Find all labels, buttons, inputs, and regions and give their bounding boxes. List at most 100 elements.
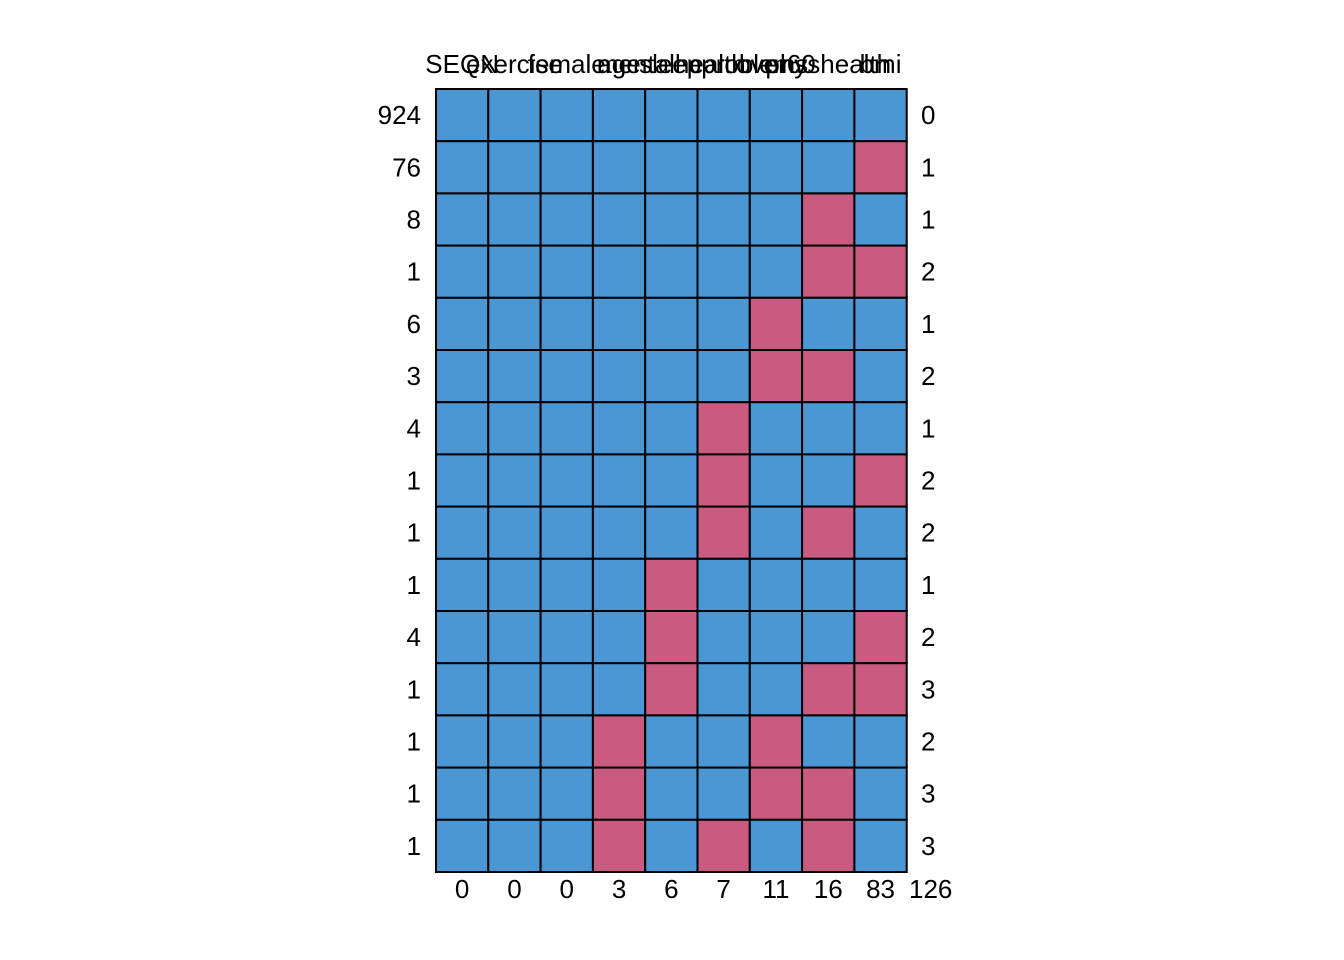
- pattern-cell: [801, 244, 856, 299]
- row-missing-label: 1: [921, 152, 935, 182]
- pattern-cell: [644, 505, 699, 560]
- row-count-label: 1: [407, 466, 421, 496]
- pattern-cell: [539, 401, 594, 456]
- pattern-cell: [801, 610, 856, 665]
- pattern-cell: [696, 244, 751, 299]
- pattern-cell: [644, 88, 699, 143]
- pattern-cell: [801, 401, 856, 456]
- pattern-cell: [696, 296, 751, 351]
- pattern-cell: [591, 401, 647, 456]
- pattern-cell: [644, 244, 699, 299]
- column-header: bmi: [860, 49, 902, 79]
- column-header: SEQN: [425, 49, 499, 79]
- row-count-label: 1: [407, 257, 421, 287]
- row-count-label: 8: [407, 205, 421, 235]
- pattern-cell: [644, 610, 699, 665]
- row-missing-label: 2: [921, 518, 935, 548]
- row-count-label: 924: [378, 100, 421, 130]
- column-missing-total: 16: [814, 874, 843, 904]
- row-count-label: 6: [407, 309, 421, 339]
- column-header: physhealth: [765, 49, 891, 79]
- pattern-cell: [748, 140, 804, 195]
- pattern-cell: [591, 766, 647, 821]
- column-missing-total: 7: [716, 874, 730, 904]
- pattern-cell: [748, 714, 804, 769]
- row-count-labels: 924 76 8 1 6 3 4 1 1 1 4 1 1 1 1: [378, 100, 421, 861]
- pattern-cell: [853, 88, 908, 143]
- pattern-cell: [748, 453, 804, 508]
- row-count-label: 3: [407, 361, 421, 391]
- row-missing-label: 0: [921, 100, 935, 130]
- column-missing-total: 6: [664, 874, 678, 904]
- row-missing-label: 1: [921, 413, 935, 443]
- pattern-cell: [644, 401, 699, 456]
- pattern-cell: [487, 140, 542, 195]
- row-count-label: 1: [407, 570, 421, 600]
- pattern-cell: [539, 557, 594, 612]
- row-count-label: 1: [407, 727, 421, 757]
- pattern-cell: [591, 610, 647, 665]
- pattern-cell: [539, 453, 594, 508]
- row-missing-label: 3: [921, 674, 935, 704]
- row-missing-label: 1: [921, 570, 935, 600]
- pattern-cell: [853, 714, 908, 769]
- column-header: exercise: [466, 49, 563, 79]
- pattern-cell: [801, 192, 856, 247]
- pattern-cell: [591, 453, 647, 508]
- row-missing-labels: 0 1 1 2 1 2 1 2 2 1 2 3 2 3 3: [921, 100, 935, 861]
- pattern-cell: [539, 818, 594, 873]
- pattern-cell: [853, 453, 908, 508]
- pattern-cell: [696, 818, 751, 873]
- pattern-cell: [696, 88, 751, 143]
- pattern-cell: [435, 453, 490, 508]
- pattern-cell: [801, 662, 856, 717]
- pattern-cell: [853, 192, 908, 247]
- pattern-cell: [487, 766, 542, 821]
- row-count-label: 1: [407, 518, 421, 548]
- pattern-cell: [801, 505, 856, 560]
- pattern-cell: [853, 244, 908, 299]
- pattern-cell: [801, 766, 856, 821]
- pattern-cell: [748, 610, 804, 665]
- row-count-label: 76: [392, 152, 421, 182]
- pattern-cell: [853, 505, 908, 560]
- pattern-cell: [853, 818, 908, 873]
- pattern-cell: [644, 662, 699, 717]
- pattern-cell: [435, 714, 490, 769]
- pattern-cell: [696, 140, 751, 195]
- pattern-cell: [748, 192, 804, 247]
- pattern-cell: [853, 296, 908, 351]
- pattern-cell: [591, 88, 647, 143]
- pattern-cell: [591, 662, 647, 717]
- pattern-cell: [748, 766, 804, 821]
- column-missing-total: 11: [762, 874, 789, 904]
- row-count-label: 1: [407, 831, 421, 861]
- pattern-cell: [696, 714, 751, 769]
- pattern-cell: [644, 192, 699, 247]
- pattern-cell: [801, 557, 856, 612]
- column-missing-total: 83: [866, 874, 895, 904]
- pattern-cell: [539, 296, 594, 351]
- pattern-cell: [487, 192, 542, 247]
- pattern-cell: [435, 349, 490, 404]
- pattern-cell: [435, 662, 490, 717]
- pattern-cell: [539, 88, 594, 143]
- pattern-cell: [696, 349, 751, 404]
- pattern-cell: [591, 505, 647, 560]
- column-headers: SEQNexercisefemaleagementalhealthsleeppr…: [425, 49, 901, 79]
- row-count-label: 1: [407, 674, 421, 704]
- pattern-cell: [853, 140, 908, 195]
- pattern-cell: [748, 88, 804, 143]
- pattern-cell: [801, 818, 856, 873]
- pattern-cell: [644, 140, 699, 195]
- column-missing-total: 0: [455, 874, 469, 904]
- pattern-cell: [435, 505, 490, 560]
- pattern-cell: [539, 610, 594, 665]
- pattern-cell: [853, 610, 908, 665]
- pattern-cell: [644, 766, 699, 821]
- pattern-cell: [435, 766, 490, 821]
- pattern-cell: [801, 714, 856, 769]
- pattern-cell: [644, 818, 699, 873]
- pattern-cell: [801, 453, 856, 508]
